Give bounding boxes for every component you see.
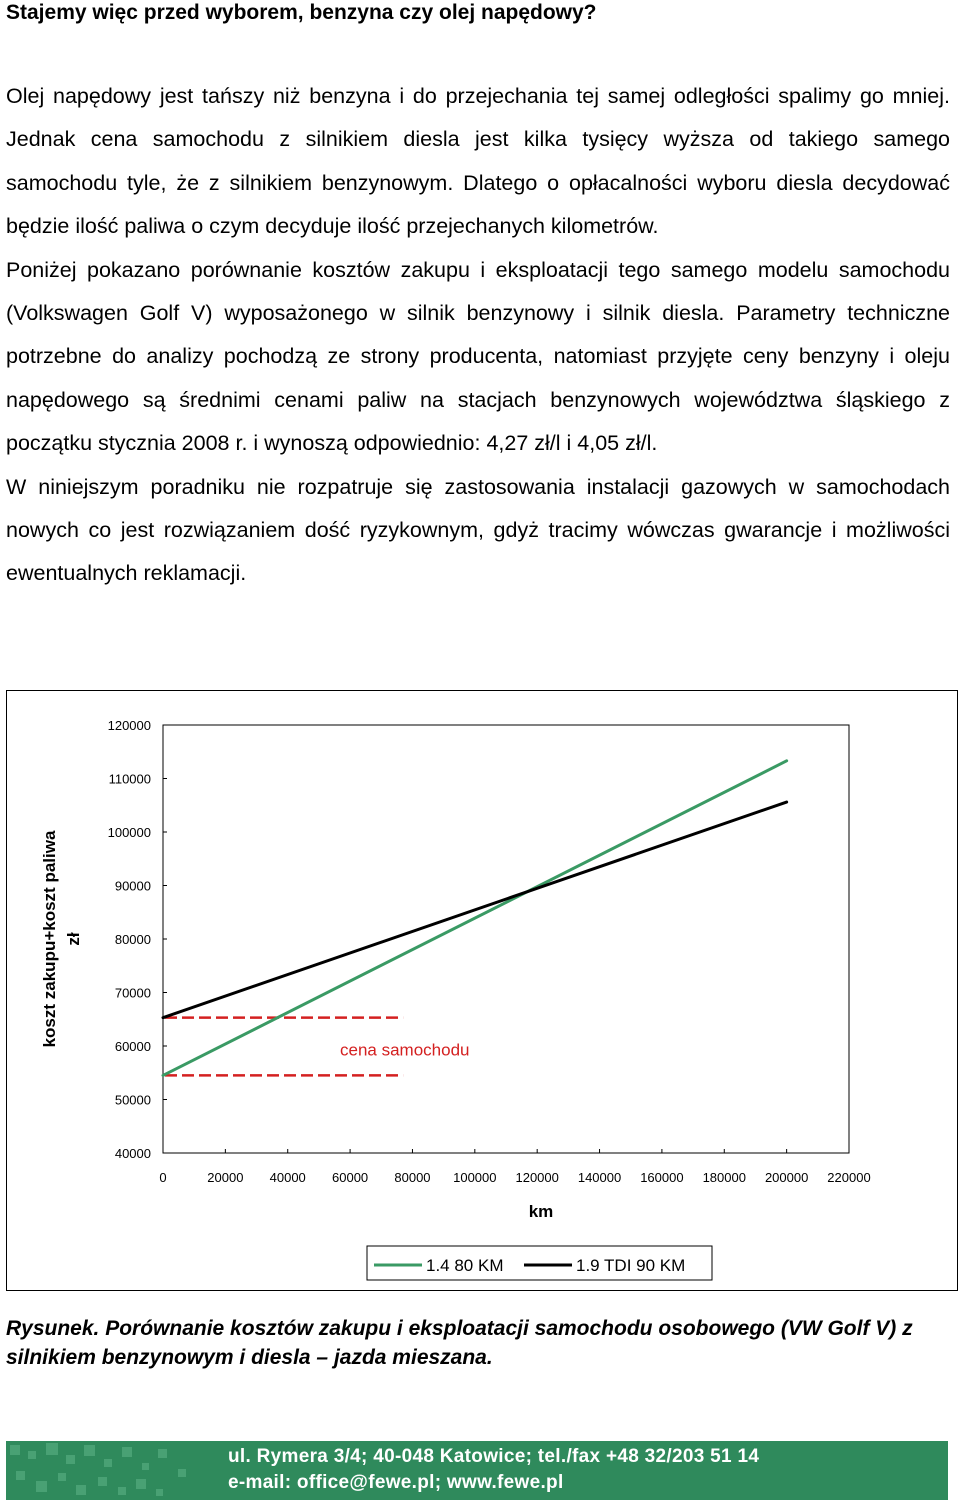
x-tick-label: 180000 xyxy=(703,1170,746,1185)
figure-caption: Rysunek. Porównanie kosztów zakupu i eks… xyxy=(6,1317,913,1369)
body-text: Olej napędowy jest tańszy niż benzyna i … xyxy=(6,75,950,596)
x-tick-label: 220000 xyxy=(827,1170,870,1185)
paragraph-diesel-intro: Olej napędowy jest tańszy niż benzyna i … xyxy=(6,84,950,239)
series-line-1 xyxy=(161,759,789,1077)
x-tick-label: 40000 xyxy=(270,1170,306,1185)
chart-svg: 120000 110000 100000 90000 80000 70000 60000 50… xyxy=(40,718,871,1281)
y-axis-title: koszt zakupu+koszt paliwa xyxy=(40,830,59,1047)
footer-decoration xyxy=(10,1443,186,1496)
footer-band: ul. Rymera 3/4; 40-048 Katowice; tel./fa… xyxy=(6,1441,948,1500)
y-axis-unit: zł xyxy=(64,932,83,946)
annotation-label: cena samochodu xyxy=(340,1041,469,1060)
legend-label: 1.9 TDI 90 KM xyxy=(576,1256,685,1275)
x-tick-label: 0 xyxy=(159,1170,166,1185)
y-tick-label: 60000 xyxy=(115,1039,151,1054)
legend-box xyxy=(366,1245,713,1281)
y-tick-label: 110000 xyxy=(109,772,151,787)
y-tick-label: 40000 xyxy=(115,1146,151,1161)
paragraph-comparison: Poniżej pokazano porównanie kosztów zaku… xyxy=(6,257,950,456)
x-tick-label: 20000 xyxy=(207,1170,243,1185)
page-heading: Stajemy więc przed wyborem, benzyna czy … xyxy=(6,1,597,24)
y-tick-label: 70000 xyxy=(115,986,151,1001)
cost-comparison-chart: 120000 110000 100000 90000 80000 70000 60000 50… xyxy=(6,690,958,1291)
x-tick-label: 160000 xyxy=(640,1170,683,1185)
footer-contact: e-mail: office@fewe.pl; www.fewe.pl xyxy=(228,1472,564,1493)
paragraph-gas-installations: W niniejszym poradniku nie rozpatruje si… xyxy=(6,474,950,586)
y-tick-label: 50000 xyxy=(115,1093,151,1108)
x-axis-title: km xyxy=(529,1202,554,1221)
y-tick-label: 120000 xyxy=(108,718,151,733)
x-tick-label: 60000 xyxy=(332,1170,368,1185)
plot-area xyxy=(162,724,850,1154)
legend-label: 1.4 80 KM xyxy=(426,1256,504,1275)
series-line-2 xyxy=(161,800,789,1020)
y-tick-label: 100000 xyxy=(108,825,151,840)
x-tick-label: 120000 xyxy=(515,1170,558,1185)
y-tick-label: 80000 xyxy=(115,932,151,947)
x-tick-label: 140000 xyxy=(578,1170,621,1185)
x-tick-label: 80000 xyxy=(394,1170,430,1185)
y-tick-label: 90000 xyxy=(115,879,151,894)
x-tick-label: 100000 xyxy=(453,1170,496,1185)
x-tick-label: 200000 xyxy=(765,1170,808,1185)
footer-address: ul. Rymera 3/4; 40-048 Katowice; tel./fa… xyxy=(228,1446,760,1467)
